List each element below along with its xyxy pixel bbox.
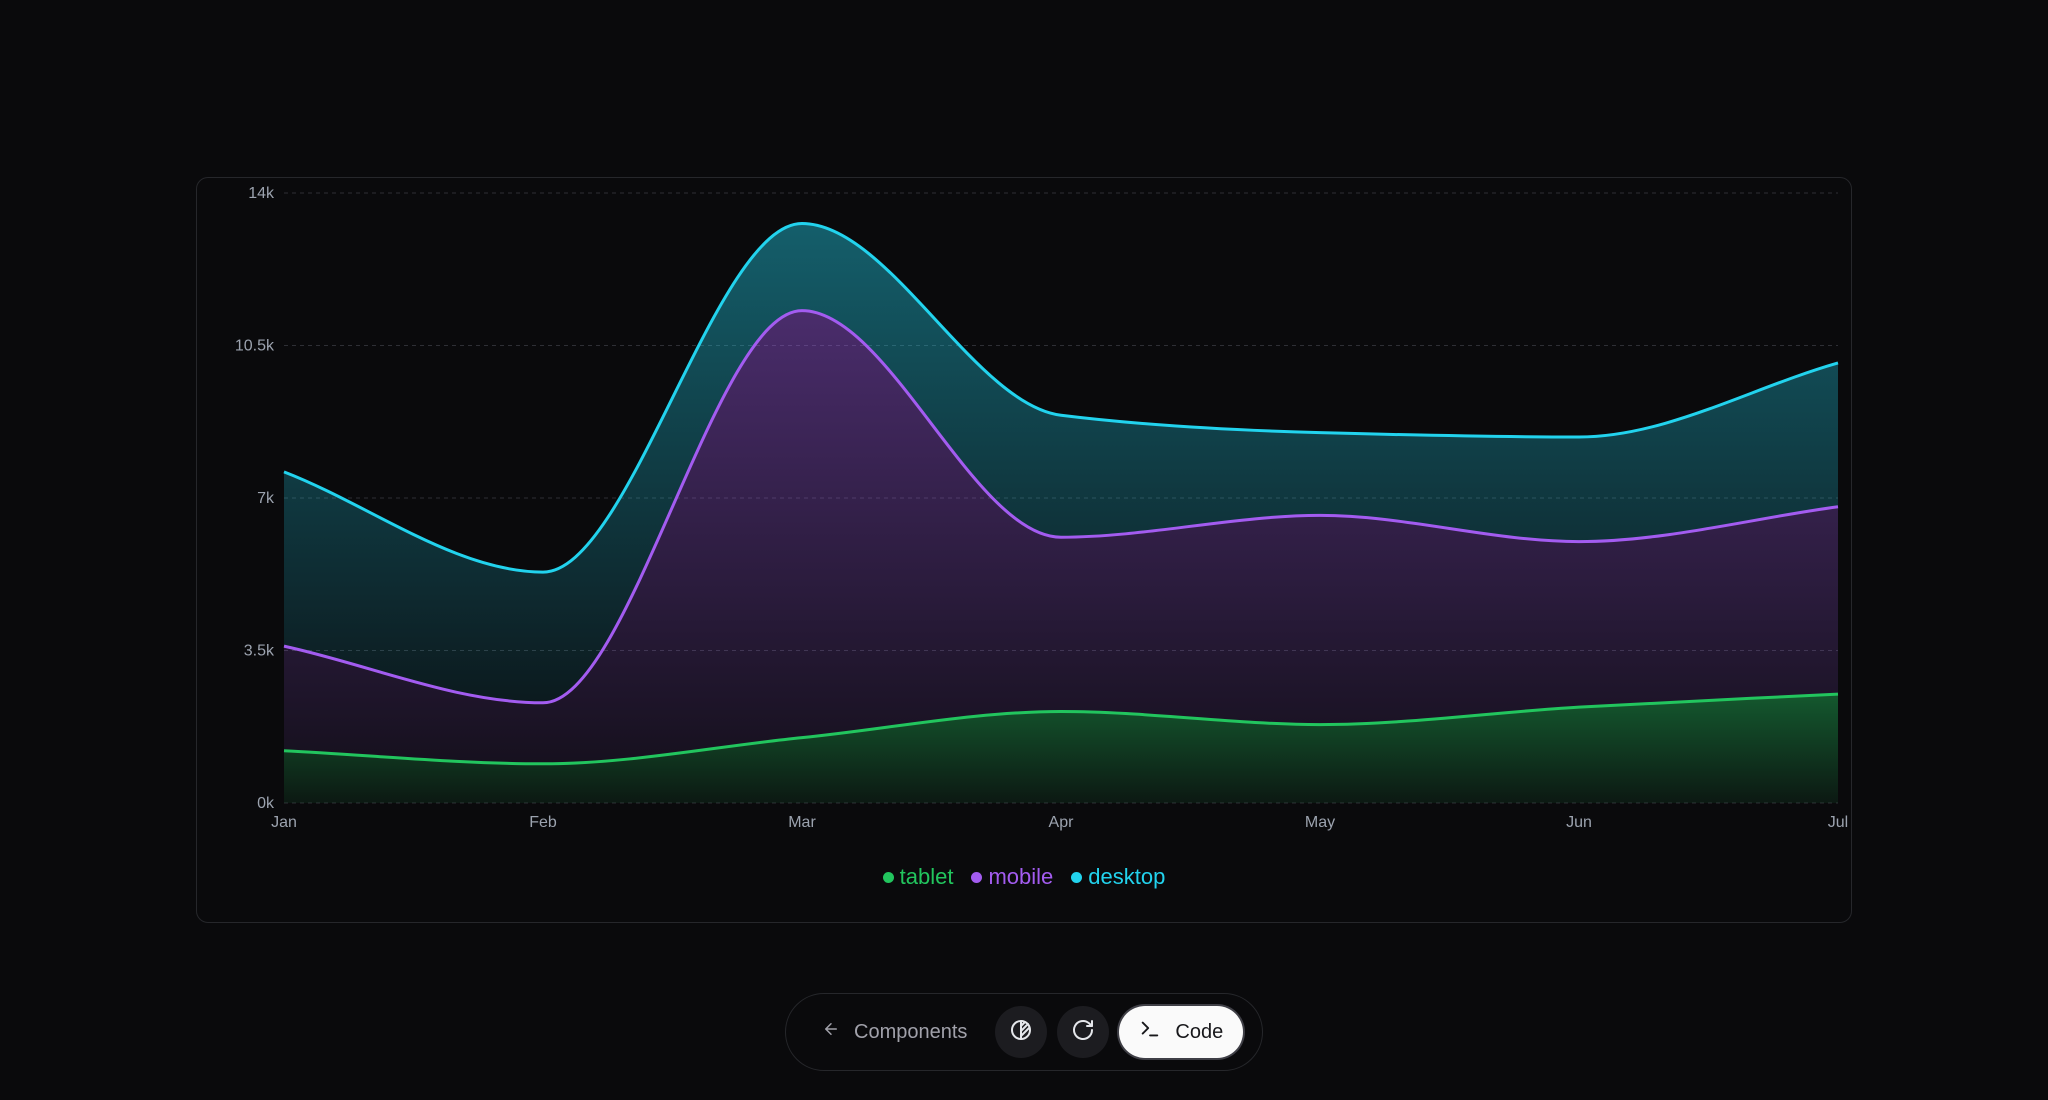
x-tick-label: Jul: [1828, 814, 1848, 831]
back-to-components-link[interactable]: Components: [798, 1005, 985, 1059]
y-tick-label: 7k: [257, 490, 275, 507]
area-tablet: [284, 694, 1838, 803]
legend-item-mobile: mobile: [971, 864, 1053, 890]
legend-label-mobile: mobile: [988, 864, 1054, 889]
legend-item-tablet: tablet: [882, 864, 954, 890]
x-tick-label: Mar: [788, 814, 816, 831]
x-tick-label: Feb: [529, 814, 557, 831]
legend-label-tablet: tablet: [899, 864, 954, 889]
legend-item-desktop: desktop: [1071, 864, 1165, 890]
code-button[interactable]: Code: [1119, 1006, 1244, 1058]
chart-legend: tablet mobile desktop: [197, 864, 1851, 890]
y-tick-label: 0k: [257, 795, 275, 812]
legend-dot-desktop: [1071, 871, 1083, 883]
refresh-icon: [1071, 1018, 1095, 1047]
code-button-label: Code: [1175, 1020, 1224, 1043]
y-tick-label: 10.5k: [235, 338, 275, 355]
x-tick-label: Jan: [271, 814, 297, 831]
area-mobile: [284, 310, 1838, 764]
terminal-icon: [1139, 1018, 1161, 1046]
theme-toggle-button[interactable]: [995, 1006, 1048, 1058]
legend-dot-mobile: [971, 871, 983, 883]
line-tablet: [283, 692, 1839, 766]
line-desktop: [283, 221, 1839, 574]
area-chart: 0k 3.5k 7k 10.5k 14k Jan Feb Mar Apr May Jun Jul: [235, 185, 1848, 831]
line-mobile: [283, 309, 1839, 705]
legend-label-desktop: desktop: [1088, 864, 1166, 889]
x-tick-label: May: [1305, 814, 1335, 831]
back-link-label: Components: [854, 1020, 968, 1043]
arrow-left-icon: [822, 1020, 840, 1044]
area-desktop: [284, 223, 1838, 703]
y-tick-label: 3.5k: [244, 643, 275, 660]
chart-card: 0k 3.5k 7k 10.5k 14k Jan Feb Mar Apr May Jun Jul ta…: [196, 177, 1852, 923]
x-tick-label: Jun: [1566, 814, 1592, 831]
legend-dot-tablet: [882, 871, 894, 883]
x-tick-label: Apr: [1049, 814, 1075, 831]
contrast-icon: [1009, 1018, 1033, 1047]
bottom-toolbar: Components Code: [785, 993, 1263, 1071]
refresh-button[interactable]: [1057, 1006, 1110, 1058]
y-tick-label: 14k: [248, 185, 275, 202]
